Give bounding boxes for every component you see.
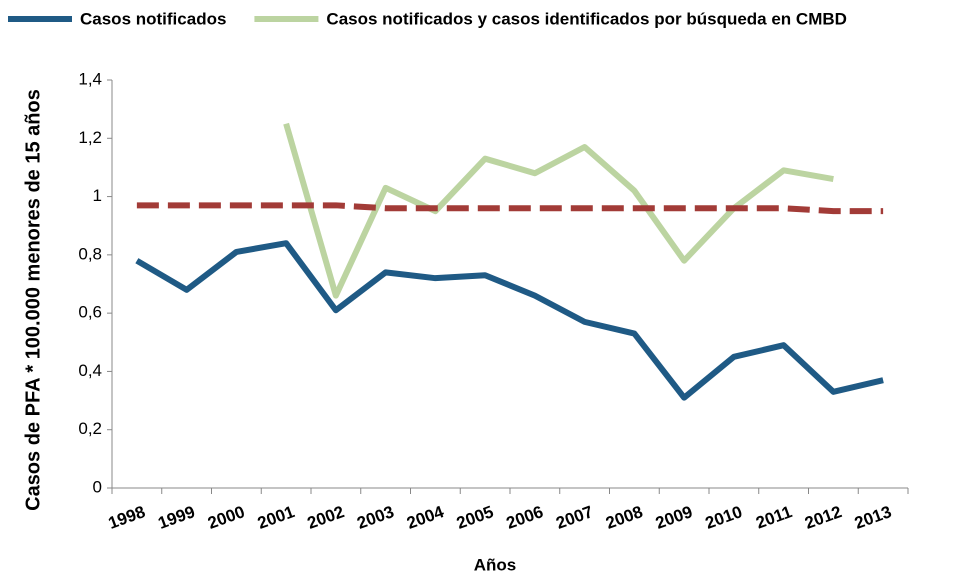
series-line [135,240,884,401]
x-tick-label: 2006 [504,502,546,533]
x-tick-label: 2003 [354,502,396,533]
x-tick-label: 2001 [255,502,297,533]
x-tick-label: 2013 [852,502,894,533]
y-tick-label: 0 [93,477,102,496]
x-tick-label: 2007 [553,502,595,533]
x-tick-label: 2000 [205,502,247,533]
x-axis-label: Años [474,555,517,574]
x-tick-label: 2004 [404,502,447,533]
y-tick-label: 0,2 [78,419,102,438]
x-tick-label: 2012 [802,502,844,533]
y-tick-label: 0,6 [78,303,102,322]
y-tick-label: 1,4 [78,69,102,88]
y-tick-label: 1,2 [78,128,102,147]
y-tick-label: 0,4 [78,361,102,380]
y-axis-label: Casos de PFA * 100.000 menores de 15 año… [22,89,44,511]
y-tick-label: 0,8 [78,244,102,263]
legend-label: Casos notificados y casos identificados … [326,9,846,28]
series-line [283,122,834,299]
x-tick-label: 1999 [155,502,197,533]
x-tick-label: 2002 [305,502,347,533]
x-tick-label: 2008 [603,502,645,533]
x-tick-label: 2005 [454,502,496,533]
x-tick-label: 2010 [703,502,745,533]
legend-label: Casos notificados [80,9,226,28]
trend-line [136,202,884,215]
x-tick-label: 1998 [106,502,148,533]
y-tick-label: 1 [93,186,102,205]
x-tick-label: 2011 [753,502,794,532]
x-tick-label: 2009 [653,502,695,533]
